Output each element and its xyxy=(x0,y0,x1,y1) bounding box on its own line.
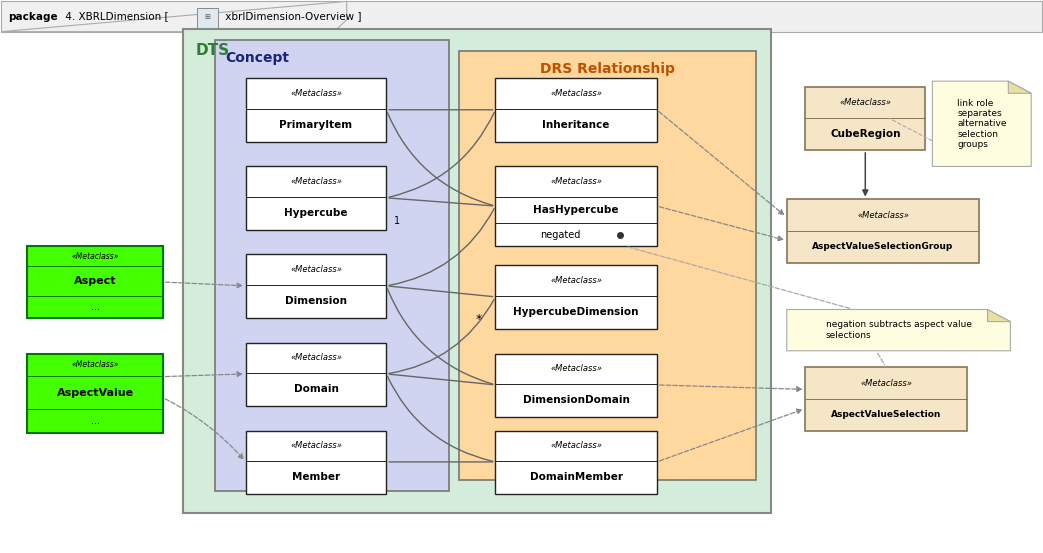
Text: DimensionDomain: DimensionDomain xyxy=(523,395,630,405)
Text: AspectValue: AspectValue xyxy=(56,388,134,398)
Text: Dimension: Dimension xyxy=(285,296,347,306)
Text: HypercubeDimension: HypercubeDimension xyxy=(513,307,639,317)
Polygon shape xyxy=(988,310,1011,322)
Text: DRS Relationship: DRS Relationship xyxy=(540,62,675,76)
Text: link role
separates
alternative
selection
groups: link role separates alternative selectio… xyxy=(957,98,1006,149)
Text: Domain: Domain xyxy=(294,384,339,394)
Text: Hypercube: Hypercube xyxy=(285,208,347,218)
Text: ...: ... xyxy=(91,416,99,426)
Text: DomainMember: DomainMember xyxy=(530,472,623,482)
Text: «Metaclass»: «Metaclass» xyxy=(550,364,602,373)
Text: «Metaclass»: «Metaclass» xyxy=(550,177,602,186)
FancyBboxPatch shape xyxy=(184,29,771,513)
Text: CubeRegion: CubeRegion xyxy=(830,129,900,139)
Text: Inheritance: Inheritance xyxy=(542,120,610,131)
FancyBboxPatch shape xyxy=(27,353,163,434)
FancyBboxPatch shape xyxy=(1,2,1042,32)
Text: ⊞: ⊞ xyxy=(204,13,211,19)
FancyBboxPatch shape xyxy=(459,51,755,480)
Text: «Metaclass»: «Metaclass» xyxy=(550,441,602,450)
Text: Concept: Concept xyxy=(225,51,289,65)
FancyBboxPatch shape xyxy=(215,40,448,491)
FancyBboxPatch shape xyxy=(495,353,657,417)
FancyBboxPatch shape xyxy=(246,79,386,142)
Text: 4. XBRLDimension [: 4. XBRLDimension [ xyxy=(62,12,168,22)
Text: *: * xyxy=(476,314,482,326)
Text: Member: Member xyxy=(292,472,340,482)
FancyBboxPatch shape xyxy=(805,367,967,431)
Text: «Metaclass»: «Metaclass» xyxy=(550,276,602,285)
Text: negated: negated xyxy=(540,230,581,240)
Polygon shape xyxy=(932,81,1032,166)
Polygon shape xyxy=(786,310,1011,351)
Text: negation subtracts aspect value
selections: negation subtracts aspect value selectio… xyxy=(826,320,972,340)
FancyBboxPatch shape xyxy=(805,87,925,150)
Text: «Metaclass»: «Metaclass» xyxy=(860,379,912,388)
Text: DTS: DTS xyxy=(196,43,231,58)
Text: «Metaclass»: «Metaclass» xyxy=(290,177,342,186)
Polygon shape xyxy=(1009,81,1032,93)
Text: HasHypercube: HasHypercube xyxy=(533,205,618,215)
FancyBboxPatch shape xyxy=(246,254,386,318)
Text: «Metaclass»: «Metaclass» xyxy=(290,265,342,274)
Text: PrimaryItem: PrimaryItem xyxy=(280,120,353,131)
Text: «Metaclass»: «Metaclass» xyxy=(840,98,891,107)
Text: «Metaclass»: «Metaclass» xyxy=(290,441,342,450)
FancyBboxPatch shape xyxy=(495,265,657,329)
FancyBboxPatch shape xyxy=(495,79,657,142)
FancyBboxPatch shape xyxy=(197,8,218,29)
FancyBboxPatch shape xyxy=(495,431,657,494)
FancyBboxPatch shape xyxy=(786,200,979,263)
FancyBboxPatch shape xyxy=(246,431,386,494)
FancyBboxPatch shape xyxy=(246,166,386,229)
Text: «Metaclass»: «Metaclass» xyxy=(290,353,342,362)
Text: xbrlDimension-Overview ]: xbrlDimension-Overview ] xyxy=(222,12,362,22)
Text: ...: ... xyxy=(91,302,99,312)
Text: «Metaclass»: «Metaclass» xyxy=(71,252,119,261)
Text: «Metaclass»: «Metaclass» xyxy=(290,89,342,98)
Text: «Metaclass»: «Metaclass» xyxy=(71,360,119,369)
Polygon shape xyxy=(1,2,346,32)
FancyBboxPatch shape xyxy=(495,166,657,246)
FancyBboxPatch shape xyxy=(246,342,386,406)
Text: 1: 1 xyxy=(393,216,399,227)
Text: AspectValueSelection: AspectValueSelection xyxy=(831,410,941,419)
Text: Aspect: Aspect xyxy=(74,276,116,286)
Text: AspectValueSelectionGroup: AspectValueSelectionGroup xyxy=(812,242,953,252)
Text: package: package xyxy=(7,12,57,22)
FancyBboxPatch shape xyxy=(27,246,163,318)
Text: «Metaclass»: «Metaclass» xyxy=(857,211,908,220)
Text: «Metaclass»: «Metaclass» xyxy=(550,89,602,98)
